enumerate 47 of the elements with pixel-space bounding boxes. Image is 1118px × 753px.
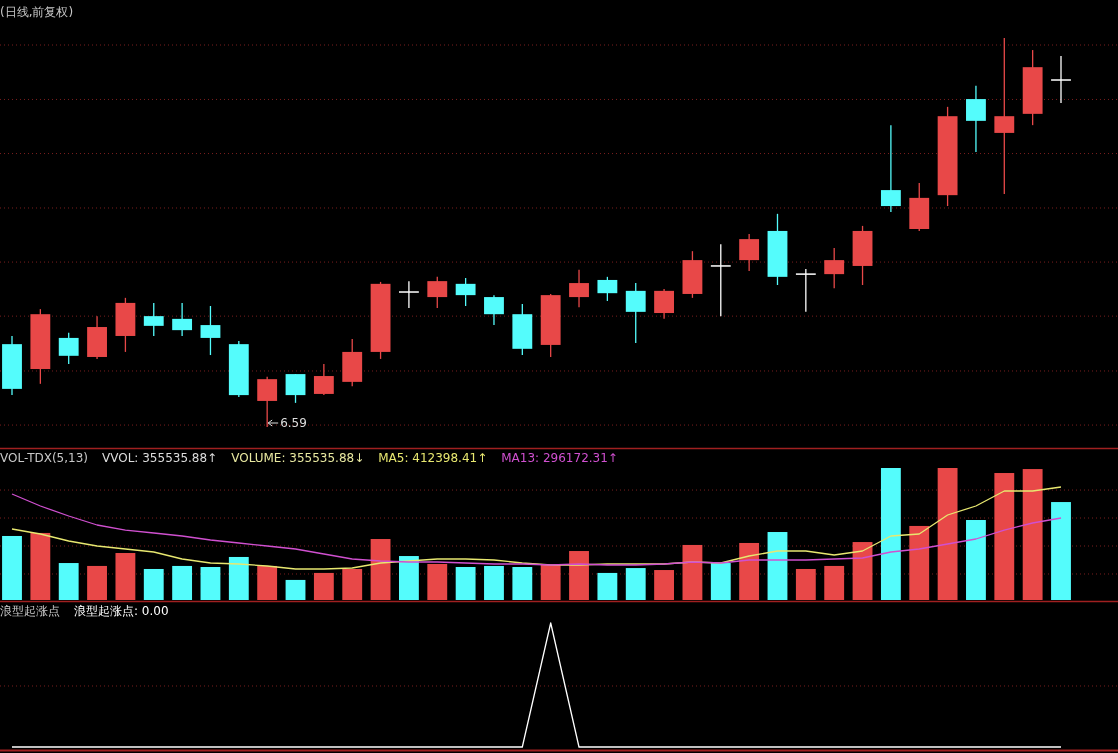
bar [172,565,193,600]
text: VOLUME: 355535.88↓ [231,451,365,465]
bar [710,563,731,600]
bar [58,563,79,600]
bar [795,568,816,600]
bar [597,572,618,600]
text: 浪型起涨点: 0.00 [74,604,169,618]
bar [625,568,646,600]
bar [143,568,164,600]
text: VVOL: 355535.88↑ [102,451,218,465]
bar [569,551,589,600]
chart-title: (日线,前复权) [0,5,74,19]
bar [880,468,901,600]
chart-title: VOL-TDX(5,13) [0,451,89,465]
bar [682,544,703,600]
bar [228,556,249,600]
bar [937,468,958,600]
bar [1022,469,1043,600]
bar [2,535,22,600]
bar [285,579,306,600]
bar [455,567,476,600]
bar [512,567,533,600]
bar [852,542,873,600]
bar [540,565,561,600]
bar [994,473,1015,600]
bar [370,539,391,600]
bar [342,568,363,600]
bar [427,563,448,600]
bar [966,520,986,600]
bar [200,567,221,600]
bar [767,532,788,600]
bar [824,565,845,600]
bar [1051,502,1071,600]
text: MA13: 296172.31↑ [501,451,618,465]
bar [399,556,419,600]
bar [115,553,136,600]
bar [30,532,51,600]
bar [739,542,760,600]
chart-title: 浪型起涨点 [0,604,60,618]
text: MA5: 412398.41↑ [378,451,488,465]
bar [257,565,278,600]
bar [313,572,334,600]
bar [909,525,930,600]
annotation: 6.59 [280,415,307,430]
bar [87,565,107,600]
bar [654,570,674,600]
bar [484,565,504,600]
